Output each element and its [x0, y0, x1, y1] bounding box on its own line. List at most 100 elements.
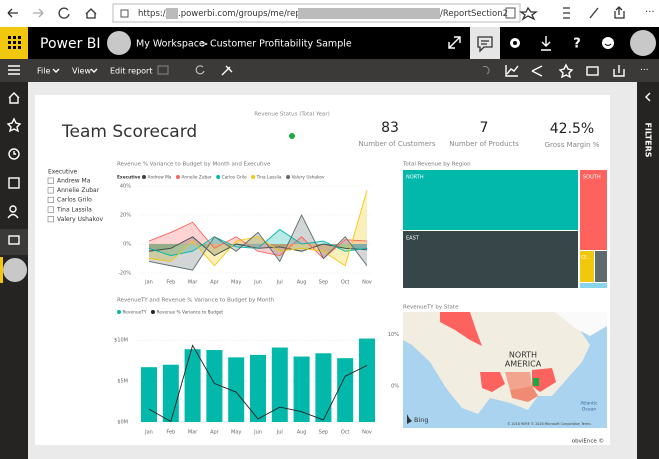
more-icon[interactable]: ··· — [645, 7, 655, 18]
favorite-icon[interactable] — [519, 6, 538, 21]
back-button[interactable] — [7, 8, 18, 18]
notes-icon[interactable] — [589, 7, 599, 19]
refresh-button[interactable] — [58, 7, 70, 19]
nav-favorites[interactable] — [6, 117, 22, 133]
reading-view-icon[interactable] — [505, 7, 516, 19]
x-tick-label: Sep — [319, 430, 328, 436]
shared-body — [7, 213, 19, 219]
treemap-label: NORTH — [406, 175, 424, 181]
file-menu[interactable]: File — [37, 67, 50, 76]
legend-marker — [150, 310, 155, 314]
bar[interactable] — [359, 338, 375, 422]
filters-pane[interactable] — [637, 82, 659, 459]
expand-filters[interactable] — [645, 92, 651, 102]
slicer-checkbox[interactable] — [47, 206, 54, 213]
area-fill — [149, 215, 367, 271]
bar[interactable] — [271, 347, 288, 422]
bing-logo: Bing — [414, 416, 429, 424]
comments-button[interactable] — [470, 27, 500, 59]
treemap-tile[interactable] — [595, 251, 607, 282]
nav-apps[interactable] — [8, 177, 20, 189]
treemap-tile[interactable] — [580, 283, 607, 288]
map-region — [480, 372, 505, 392]
nav-shared[interactable] — [9, 205, 17, 213]
share-icon[interactable] — [614, 6, 625, 19]
url-text: https:// — [138, 9, 169, 19]
forward-button[interactable] — [33, 8, 44, 18]
slicer-checkbox[interactable] — [47, 187, 54, 194]
treemap-tile[interactable] — [403, 231, 578, 288]
legend-label: Carlos Grilo — [222, 175, 247, 181]
slicer-item: Carlos Grilo — [57, 197, 92, 204]
help-button[interactable]: ? — [573, 37, 581, 52]
pin-icon[interactable] — [221, 65, 233, 76]
legend-marker — [286, 175, 291, 179]
y-tick-label: 20% — [120, 213, 131, 219]
treemap-label: SOUTH — [583, 175, 601, 181]
y2-tick-label: 0% — [391, 384, 399, 390]
fullscreen-button[interactable] — [448, 36, 461, 49]
app-name[interactable]: Power BI — [40, 36, 101, 52]
slicer-checkbox[interactable] — [47, 216, 54, 223]
user-avatar[interactable] — [630, 30, 656, 56]
bar[interactable] — [184, 349, 201, 422]
bar[interactable] — [250, 354, 266, 422]
map-label: AMERICA — [505, 360, 542, 369]
bar[interactable] — [337, 358, 354, 422]
nav-home[interactable] — [8, 92, 20, 104]
chart-title: Revenue % Variance to Budget by Month an… — [117, 162, 271, 168]
x-tick-label: Sep — [319, 280, 328, 286]
bar[interactable] — [293, 356, 310, 422]
nav-toggle[interactable] — [8, 65, 20, 75]
y-tick-label: -20% — [118, 271, 131, 277]
chart-title: RevenueTY and Revenue % Variance to Budg… — [117, 298, 275, 304]
y-tick-label: 40% — [120, 184, 131, 190]
download-button[interactable] — [541, 36, 551, 51]
workspace-link[interactable]: My Workspace — [136, 39, 205, 50]
refresh-icon[interactable] — [195, 65, 205, 75]
workspace-avatar — [107, 31, 131, 55]
nav-workspaces-selected[interactable] — [0, 229, 28, 255]
treemap-tile[interactable] — [580, 170, 607, 250]
subscribe-icon[interactable] — [586, 66, 599, 76]
x-tick-label: Feb — [166, 430, 175, 436]
treemap-tile[interactable] — [580, 251, 594, 282]
slicer-checkbox[interactable] — [47, 177, 54, 184]
undo-icon[interactable] — [482, 66, 490, 75]
share-button[interactable] — [613, 65, 625, 77]
edit-report-button[interactable]: Edit report — [110, 67, 152, 76]
home-button[interactable] — [85, 8, 97, 19]
bar[interactable] — [141, 367, 157, 422]
bar[interactable] — [228, 357, 245, 422]
legend-label: Revenue % Variance to Budget — [156, 310, 223, 316]
bar[interactable] — [206, 350, 223, 422]
treemap-title: Total Revenue by Region — [402, 162, 471, 168]
legend-label: Annelie Zubar — [181, 175, 211, 181]
explore-icon[interactable] — [157, 65, 169, 75]
slicer-checkbox[interactable] — [47, 196, 54, 203]
bar[interactable] — [162, 364, 179, 422]
nav-workspace-avatar[interactable] — [3, 258, 27, 282]
legend-label: Andrew Ma — [148, 175, 172, 181]
y2-tick-label: 10% — [388, 332, 399, 338]
bar[interactable] — [315, 353, 332, 422]
hub-icon[interactable] — [563, 7, 570, 19]
filters-label: FILTERS — [644, 122, 653, 157]
slicer-item: Valery Ushakov — [57, 216, 104, 223]
nav-recent[interactable] — [8, 148, 20, 160]
x-tick-label: Jan — [144, 280, 153, 286]
treemap-label: CE... — [581, 255, 591, 261]
lock-icon — [120, 9, 129, 18]
more-options[interactable]: ··· — [640, 66, 649, 76]
related-icon[interactable] — [531, 65, 543, 77]
feedback-button[interactable] — [602, 37, 614, 49]
x-tick-label: Mar — [188, 280, 198, 286]
treemap-tile[interactable] — [403, 170, 578, 230]
chevron — [52, 68, 60, 73]
favorite-button[interactable] — [558, 63, 574, 79]
legend-label: Valery Ushakov — [292, 175, 325, 181]
legend-marker — [216, 175, 221, 179]
legend-marker — [117, 310, 121, 314]
insights-icon[interactable] — [505, 65, 519, 77]
view-menu[interactable]: View — [72, 67, 91, 76]
